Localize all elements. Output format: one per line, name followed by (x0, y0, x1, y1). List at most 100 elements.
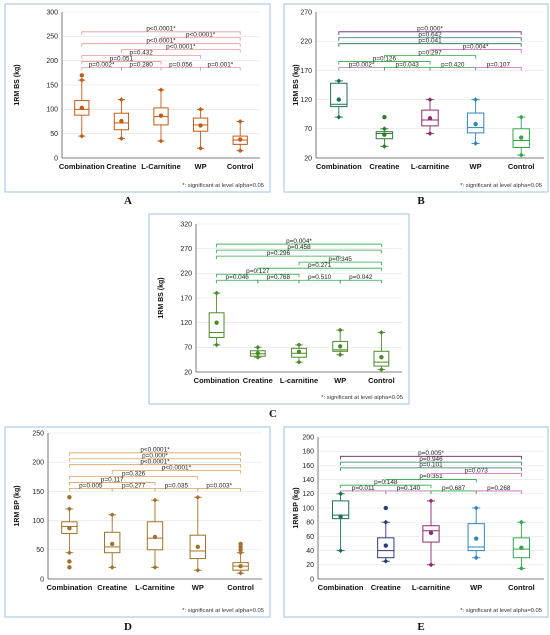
panel-a-comparison-bracket (81, 55, 201, 59)
panel-e-comparison-bracket (340, 455, 522, 460)
panel-c-y-tick-label: 320 (180, 221, 192, 228)
panel-d-comparison-bracket (197, 488, 241, 492)
panel-a-category-label: L-Carnitine (141, 162, 181, 171)
panel-b-comparison-bracket (338, 31, 522, 35)
panel-e-category-label: WP (470, 583, 482, 592)
panel-b-comparison-bracket (338, 61, 431, 65)
panel-d-y-tick-label: 50 (36, 547, 44, 554)
panel-b-p-value-label: p=0.107 (487, 61, 511, 68)
panel-c-extreme-point (255, 354, 261, 360)
panel-b-extreme-point (336, 78, 342, 84)
panel-e: 0 20 40 60 80 100 120 140 160 180 200 1RM BP (kg) Co… (283, 426, 549, 633)
panel-a-y-tick-label: 150 (46, 82, 58, 89)
panel-e-p-value-label: p=0.268 (487, 485, 511, 492)
panel-e-p-value-label: p=0.101 (419, 462, 443, 469)
panel-d-y-tick-label: 250 (32, 430, 44, 437)
panel-c-mean-marker (379, 355, 384, 360)
panel-e-letter: E (417, 621, 424, 633)
panel-e-category-label: Combination (318, 583, 364, 592)
panel-d-extreme-point (195, 494, 201, 500)
panel-e-y-tick-label: 200 (302, 434, 314, 441)
panel-c-comparison-bracket (216, 243, 382, 248)
panel-c-extreme-point (379, 367, 384, 372)
panel-a-comparison-bracket (81, 31, 241, 35)
panel-a-extreme-point (79, 133, 85, 139)
panel-c-category-label: Control (368, 376, 395, 385)
panel-e-y-tick-label: 80 (306, 520, 314, 527)
panel-e-y-tick-label: 140 (302, 477, 314, 484)
panel-b-extreme-point (336, 114, 342, 120)
panel-b-mean-marker (382, 132, 387, 137)
panel-d-letter: D (124, 621, 132, 633)
panel-c-p-value-label: p=0.004* (286, 238, 312, 245)
panel-e-mean-marker (474, 536, 479, 541)
panel-a-p-value-label: p<0.0001* (146, 26, 176, 33)
panel-d: 0 50 100 150 200 250 1RM BP (kg) Combination Cre… (4, 426, 271, 633)
panel-c-mean-marker (296, 349, 302, 354)
panel-a-extreme-point (237, 148, 243, 154)
panel-a-p-value-label: p=0.280 (130, 61, 154, 68)
panel-c-mean-marker (255, 351, 260, 356)
panel-b-comparison-bracket (338, 43, 522, 47)
panel-b: 20 70 120 170 220 270 1RM BS (kg) Combination Cr… (283, 3, 549, 207)
panel-a-extreme-point (79, 77, 85, 83)
panel-e-extreme-point (338, 548, 343, 553)
panel-b-category-label: Creatine (369, 162, 399, 171)
panel-c-p-value-label: p=0.458 (287, 244, 311, 251)
panel-c-extreme-point (337, 327, 343, 333)
panel-a-p-value-label: p=0.432 (130, 49, 154, 56)
panel-a-mean-marker (79, 105, 85, 111)
panel-c-extreme-point (296, 359, 302, 365)
panel-a-p-value-label: p=0.056 (169, 61, 193, 68)
panel-d-outlier-point (67, 559, 72, 564)
panel-d-p-value-label: p=0.117 (101, 476, 124, 483)
panel-e-mean-marker (428, 530, 434, 536)
panel-e-category-label: Control (508, 583, 535, 592)
panel-d-comparison-bracket (69, 476, 199, 480)
panel-c-footnote: *: significant at level alpha=0.05 (321, 395, 403, 401)
panel-c-comparison-bracket (216, 255, 341, 260)
panel-c-category-label: Combination (194, 376, 240, 385)
panel-c-y-tick-label: 120 (180, 320, 192, 327)
panel-b-extreme-point (427, 97, 433, 102)
panel-c-category-label: L-carnitine (280, 376, 318, 385)
panel-d-extreme-point (195, 567, 201, 573)
panel-d-extreme-point (152, 497, 158, 503)
panel-c-y-tick-label: 70 (184, 345, 192, 352)
panel-b-extreme-point (518, 114, 524, 120)
panel-e-p-value-label: p=0.946 (419, 456, 443, 463)
panel-d-p-value-label: p=0.277 (122, 482, 146, 489)
panel-a-comparison-bracket (121, 49, 241, 53)
panel-a-extreme-point (198, 106, 203, 112)
panel-a-extreme-point (237, 119, 243, 124)
panel-d-footnote: *: significant at level alpha=0.05 (182, 608, 264, 614)
panel-a-outlier-point (79, 73, 85, 78)
panel-e-p-value-label: p=0.073 (465, 467, 489, 474)
panel-e-extreme-point (338, 491, 343, 497)
panel-d-p-value-label: p<0.0001* (140, 447, 170, 454)
panel-a: 0 50 100 150 200 250 300 1RM BS (kg) Combination… (4, 3, 271, 207)
panel-b-mean-marker (427, 116, 433, 121)
panel-b-y-tick-label: 270 (300, 9, 312, 16)
panel-c-letter: C (269, 408, 277, 420)
panel-e-comparison-bracket (385, 479, 477, 483)
panel-b-frame (283, 3, 549, 193)
panel-e-category-label: L-carnitine (412, 583, 450, 592)
panel-b-p-value-label: p=0.642 (418, 32, 442, 39)
panel-d-category-label: L-Carnitine (135, 583, 175, 592)
panel-d-p-value-label: p<0.0001* (162, 464, 192, 471)
panel-d-extreme-point (152, 564, 158, 570)
panel-d-category-label: WP (192, 583, 204, 592)
panel-a-p-value-label: p<0.0001* (146, 38, 176, 45)
panel-e-extreme-point (519, 565, 524, 571)
panel-c-extreme-point (255, 344, 261, 350)
panel-d-mean-marker (110, 541, 115, 547)
panel-b-footnote: *: significant at level alpha=0.05 (460, 183, 542, 189)
panel-e-p-value-label: p=0.148 (374, 479, 398, 486)
panel-c-p-value-label: p=0.510 (308, 274, 332, 281)
panel-e-extreme-point (428, 498, 434, 504)
panel-d-category-label: Control (227, 583, 254, 592)
panel-b-box (330, 82, 348, 108)
panel-b-p-value-label: p=0.002* (349, 61, 375, 68)
